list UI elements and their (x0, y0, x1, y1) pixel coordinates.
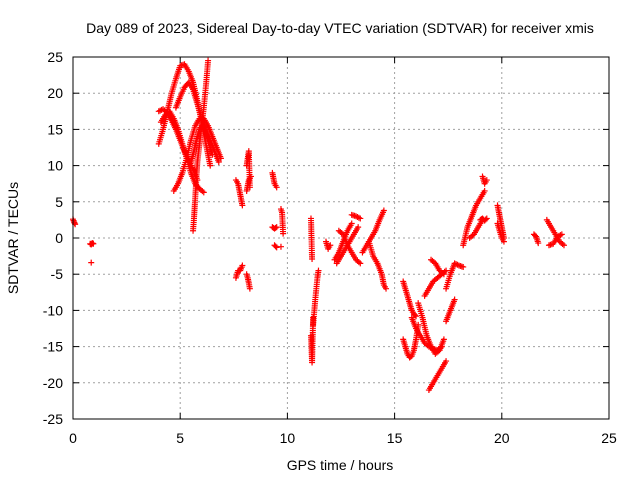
data-point (273, 224, 280, 231)
data-point (246, 285, 253, 292)
data-point (277, 243, 284, 250)
data-point (209, 151, 216, 158)
y-tick-label: 5 (55, 194, 63, 210)
data-point (355, 224, 362, 231)
data-point (483, 215, 490, 222)
data-point (500, 238, 507, 245)
x-axis-label: GPS time / hours (287, 457, 394, 473)
data-point (309, 255, 316, 262)
data-point (273, 244, 280, 251)
data-point (440, 271, 447, 278)
data-point (558, 231, 565, 238)
data-point (481, 187, 488, 194)
data-point (383, 285, 390, 292)
x-tick-labels: 0 5 10 15 20 25 (69, 430, 617, 446)
data-point (327, 242, 334, 249)
data-point (315, 267, 322, 274)
y-axis-label: SDTVAR / TECUs (5, 182, 21, 294)
data-point (239, 262, 246, 269)
y-tick-label: 0 (55, 230, 63, 246)
data-point (273, 184, 280, 191)
data-point (483, 177, 490, 184)
x-tick-label: 25 (601, 430, 617, 446)
x-tick-label: 15 (387, 430, 403, 446)
y-tick-label: -25 (43, 411, 63, 427)
data-point (460, 263, 467, 270)
y-tick-label: -10 (43, 302, 63, 318)
axis-ticks (72, 56, 610, 420)
data-point (482, 216, 489, 223)
data-point (239, 202, 246, 209)
data-point (357, 215, 364, 222)
data-point (413, 313, 420, 320)
data-point (272, 224, 279, 231)
data-point (411, 312, 418, 319)
y-tick-label: 10 (47, 158, 63, 174)
data-point (535, 240, 542, 247)
data-point (560, 242, 567, 249)
data-point (90, 240, 97, 247)
data-point (443, 267, 450, 274)
chart-title: Day 089 of 2023, Sidereal Day-to-day VTE… (86, 20, 594, 36)
y-tick-label: 15 (47, 121, 63, 137)
y-tick-label: 25 (47, 49, 63, 65)
x-tick-label: 0 (69, 430, 77, 446)
y-tick-labels: -25 -20 -15 -10 -5 0 5 10 15 20 25 (43, 49, 63, 427)
data-point (272, 243, 279, 250)
x-tick-label: 10 (280, 430, 296, 446)
y-tick-label: -5 (51, 266, 64, 282)
x-tick-label: 5 (176, 430, 184, 446)
data-point (205, 57, 212, 64)
data-point (440, 336, 447, 343)
data-point (348, 220, 355, 227)
data-point (200, 189, 207, 196)
data-point (280, 230, 287, 237)
data-point (443, 358, 450, 365)
data-point (215, 158, 222, 165)
y-tick-label: -15 (43, 339, 63, 355)
data-point (357, 260, 364, 267)
data-point (247, 173, 254, 180)
data-point (380, 207, 387, 214)
data-point (88, 259, 95, 266)
y-tick-label: 20 (47, 85, 63, 101)
x-tick-label: 20 (494, 430, 510, 446)
data-points (70, 57, 567, 394)
data-point (207, 162, 214, 169)
y-tick-label: -20 (43, 375, 63, 391)
grid (73, 57, 609, 419)
data-point (451, 296, 458, 303)
